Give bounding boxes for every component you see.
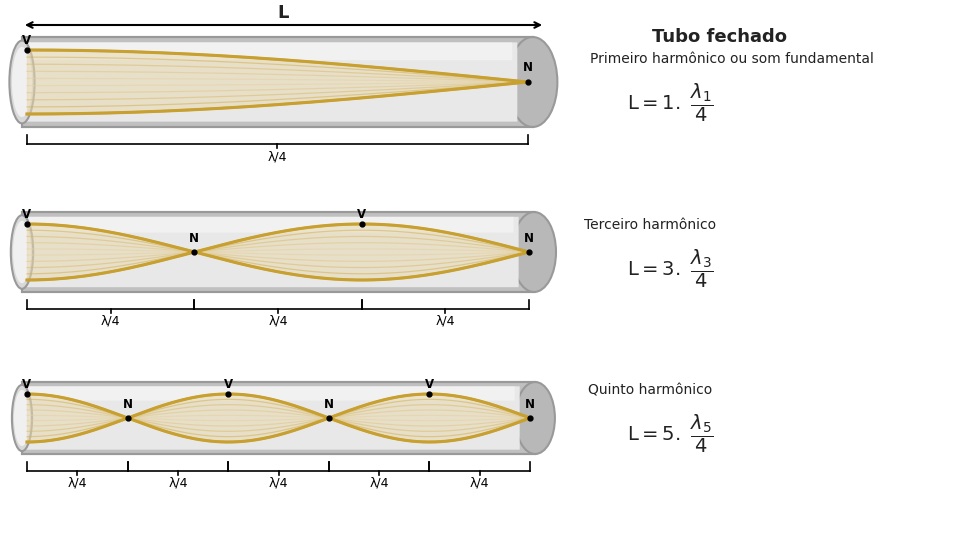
Ellipse shape [13,221,31,283]
FancyBboxPatch shape [22,386,519,450]
Text: Terceiro harmônico: Terceiro harmônico [584,218,716,232]
Text: V: V [357,208,366,221]
Text: λ/4: λ/4 [101,315,120,328]
FancyBboxPatch shape [22,212,534,292]
Text: λ/4: λ/4 [370,477,389,490]
Text: V: V [425,378,434,391]
Text: λ/4: λ/4 [470,477,490,490]
Text: λ/4: λ/4 [268,150,287,163]
Text: Quinto harmônico: Quinto harmônico [588,383,712,397]
FancyBboxPatch shape [27,386,515,401]
Text: N: N [324,399,334,411]
Text: V: V [22,208,32,221]
Text: N: N [189,232,200,245]
Ellipse shape [516,382,555,454]
Text: λ/4: λ/4 [436,315,455,328]
Text: V: V [22,34,32,47]
Ellipse shape [508,37,558,127]
Text: λ/4: λ/4 [67,477,87,490]
Text: N: N [522,61,533,74]
FancyBboxPatch shape [22,217,518,287]
Text: $\mathrm{L = 1.\ }\dfrac{\lambda_1}{4}$: $\mathrm{L = 1.\ }\dfrac{\lambda_1}{4}$ [627,82,713,124]
Text: λ/4: λ/4 [269,477,288,490]
Ellipse shape [14,390,30,446]
Text: $\mathrm{L = 5.\ }\dfrac{\lambda_5}{4}$: $\mathrm{L = 5.\ }\dfrac{\lambda_5}{4}$ [627,413,713,455]
FancyBboxPatch shape [22,37,533,127]
Text: V: V [22,378,32,391]
Text: λ/4: λ/4 [268,315,288,328]
Text: N: N [525,399,535,411]
Text: Primeiro harmônico ou som fundamental: Primeiro harmônico ou som fundamental [590,52,874,66]
Text: λ/4: λ/4 [168,477,188,490]
Ellipse shape [11,215,34,289]
Text: N: N [123,399,132,411]
FancyBboxPatch shape [22,43,517,122]
Ellipse shape [512,212,556,292]
FancyBboxPatch shape [27,43,513,60]
Text: V: V [224,378,233,391]
FancyBboxPatch shape [27,217,514,233]
Text: N: N [524,232,534,245]
Ellipse shape [12,385,32,451]
Text: L: L [277,4,289,22]
Ellipse shape [12,47,32,117]
Ellipse shape [10,40,35,124]
Text: Tubo fechado: Tubo fechado [653,28,787,46]
FancyBboxPatch shape [22,382,535,454]
Text: $\mathrm{L = 3.\ }\dfrac{\lambda_3}{4}$: $\mathrm{L = 3.\ }\dfrac{\lambda_3}{4}$ [627,248,713,291]
